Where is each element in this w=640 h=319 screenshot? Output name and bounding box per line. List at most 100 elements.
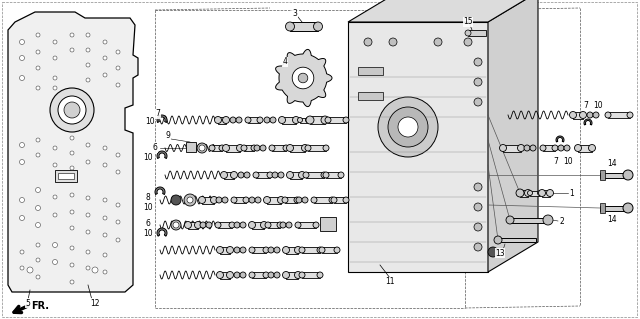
Circle shape bbox=[540, 145, 546, 151]
Circle shape bbox=[86, 33, 90, 37]
Polygon shape bbox=[157, 115, 167, 122]
Circle shape bbox=[564, 145, 570, 151]
Circle shape bbox=[243, 197, 249, 203]
Bar bbox=[252, 247, 266, 253]
Circle shape bbox=[86, 230, 90, 234]
Circle shape bbox=[255, 197, 261, 203]
Bar bbox=[608, 112, 630, 118]
Circle shape bbox=[474, 98, 482, 106]
Circle shape bbox=[53, 40, 57, 44]
Circle shape bbox=[398, 117, 418, 137]
Bar bbox=[218, 116, 226, 123]
Bar bbox=[252, 198, 258, 202]
Circle shape bbox=[627, 112, 633, 118]
Circle shape bbox=[216, 247, 223, 254]
Circle shape bbox=[116, 238, 120, 242]
Bar bbox=[252, 221, 264, 228]
Bar bbox=[234, 197, 246, 203]
Polygon shape bbox=[8, 12, 138, 292]
Circle shape bbox=[240, 222, 246, 228]
Circle shape bbox=[36, 258, 40, 262]
Circle shape bbox=[86, 143, 90, 147]
Circle shape bbox=[27, 267, 33, 273]
Bar bbox=[186, 142, 196, 152]
Circle shape bbox=[282, 247, 289, 254]
Circle shape bbox=[488, 247, 498, 257]
Circle shape bbox=[499, 145, 506, 152]
Bar bbox=[285, 197, 297, 203]
Circle shape bbox=[249, 272, 255, 278]
Circle shape bbox=[518, 145, 525, 152]
Circle shape bbox=[575, 145, 582, 152]
Circle shape bbox=[103, 163, 107, 167]
Circle shape bbox=[116, 203, 120, 207]
Circle shape bbox=[230, 172, 237, 179]
Circle shape bbox=[474, 58, 482, 66]
Circle shape bbox=[305, 145, 311, 151]
Bar bbox=[202, 197, 214, 204]
Circle shape bbox=[237, 145, 243, 152]
Bar bbox=[237, 273, 243, 277]
Circle shape bbox=[86, 266, 90, 270]
Circle shape bbox=[86, 160, 90, 164]
Bar bbox=[542, 189, 550, 197]
Circle shape bbox=[319, 247, 325, 253]
Circle shape bbox=[36, 66, 40, 70]
Circle shape bbox=[86, 196, 90, 200]
Circle shape bbox=[278, 197, 285, 204]
Bar bbox=[256, 172, 270, 178]
Circle shape bbox=[295, 222, 301, 228]
Bar bbox=[306, 172, 324, 178]
Circle shape bbox=[103, 253, 107, 257]
Polygon shape bbox=[488, 0, 538, 272]
Bar bbox=[314, 197, 332, 203]
Circle shape bbox=[116, 50, 120, 54]
Circle shape bbox=[530, 145, 536, 151]
Circle shape bbox=[214, 116, 221, 123]
Circle shape bbox=[285, 22, 294, 31]
Polygon shape bbox=[584, 119, 592, 125]
Bar bbox=[282, 116, 296, 123]
Circle shape bbox=[260, 145, 266, 151]
Circle shape bbox=[184, 194, 196, 206]
Polygon shape bbox=[556, 136, 564, 142]
Bar bbox=[600, 203, 605, 213]
Circle shape bbox=[223, 116, 230, 123]
Circle shape bbox=[19, 40, 24, 44]
Bar bbox=[326, 172, 341, 178]
Circle shape bbox=[303, 172, 309, 178]
Circle shape bbox=[36, 33, 40, 37]
Text: 10: 10 bbox=[593, 100, 603, 109]
Circle shape bbox=[270, 117, 276, 123]
Text: 6: 6 bbox=[145, 219, 150, 227]
Bar bbox=[468, 30, 486, 36]
Polygon shape bbox=[155, 187, 165, 195]
Circle shape bbox=[70, 246, 74, 250]
Circle shape bbox=[311, 197, 317, 203]
Circle shape bbox=[70, 166, 74, 170]
Circle shape bbox=[19, 160, 24, 165]
Text: 6: 6 bbox=[152, 144, 157, 152]
Text: 14: 14 bbox=[607, 159, 617, 167]
Circle shape bbox=[464, 38, 472, 46]
Circle shape bbox=[86, 78, 90, 82]
Circle shape bbox=[527, 190, 532, 196]
Circle shape bbox=[53, 213, 57, 217]
Circle shape bbox=[317, 272, 323, 278]
Circle shape bbox=[323, 172, 329, 178]
Polygon shape bbox=[157, 228, 167, 236]
Circle shape bbox=[249, 197, 255, 203]
Circle shape bbox=[223, 145, 230, 152]
Circle shape bbox=[317, 247, 323, 253]
Circle shape bbox=[268, 247, 274, 253]
Circle shape bbox=[558, 145, 564, 151]
Circle shape bbox=[313, 222, 319, 228]
Circle shape bbox=[292, 67, 314, 89]
Circle shape bbox=[325, 117, 331, 123]
Bar bbox=[590, 113, 596, 117]
Circle shape bbox=[35, 205, 40, 211]
Circle shape bbox=[221, 172, 227, 179]
Circle shape bbox=[296, 197, 302, 203]
Circle shape bbox=[238, 172, 244, 178]
Bar bbox=[267, 118, 273, 122]
